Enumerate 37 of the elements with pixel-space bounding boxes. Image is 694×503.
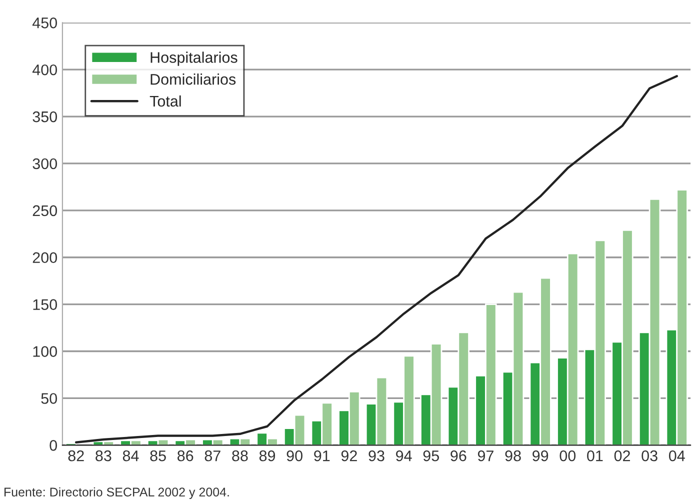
x-tick-label: 89	[259, 450, 276, 462]
x-tick-label: 94	[396, 450, 412, 462]
legend-label: Domiciliarios	[150, 74, 236, 85]
y-tick-label: 200	[32, 252, 58, 264]
legend-label: Total	[150, 95, 181, 107]
x-tick-label: 82	[68, 450, 84, 462]
x-tick-label: 95	[423, 450, 439, 462]
y-tick-label: 50	[41, 393, 58, 404]
x-tick-label: 99	[532, 450, 548, 462]
x-tick-label: 97	[478, 450, 494, 462]
x-tick-label: 01	[587, 450, 603, 462]
x-tick-label: 84	[122, 450, 139, 462]
x-tick-label: 93	[368, 450, 384, 462]
x-tick-label: 96	[450, 450, 466, 462]
x-tick-label: 00	[560, 450, 576, 462]
x-tick-label: 02	[614, 450, 630, 462]
source-note: Fuente: Directorio SECPAL 2002 y 2004.	[4, 487, 229, 499]
x-tick-label: 83	[96, 450, 112, 462]
y-tick-label: 250	[32, 205, 58, 216]
x-tick-label: 04	[668, 450, 685, 462]
x-tick-label: 91	[314, 450, 330, 462]
x-tick-label: 86	[178, 450, 194, 462]
x-tick-label: 92	[341, 450, 357, 462]
x-tick-label: 98	[505, 450, 521, 462]
x-tick-label: 85	[150, 450, 166, 462]
x-tick-label: 03	[642, 450, 658, 462]
y-tick-label: 300	[32, 158, 58, 170]
y-tick-label: 400	[32, 64, 58, 76]
x-tick-label: 90	[286, 450, 302, 462]
x-tick-label: 87	[204, 450, 220, 462]
y-tick-label: 0	[50, 440, 57, 451]
y-tick-label: 100	[33, 346, 58, 357]
y-tick-label: 350	[32, 111, 58, 122]
legend-label: Hospitalarios	[150, 52, 238, 66]
y-tick-label: 150	[33, 299, 58, 310]
x-tick-label: 88	[232, 450, 248, 462]
y-tick-label: 450	[32, 18, 58, 28]
